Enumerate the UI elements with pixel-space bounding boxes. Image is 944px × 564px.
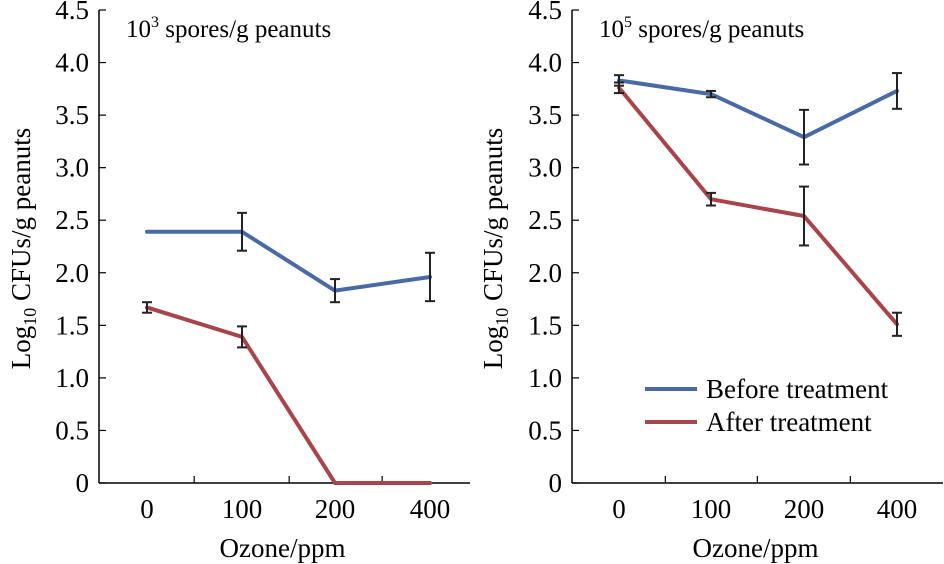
y-tick-label: 0 <box>76 468 90 498</box>
panel-title: 105 spores/g peanuts <box>599 14 804 43</box>
series-line-2 <box>145 305 432 485</box>
y-tick-label: 4.5 <box>55 0 89 25</box>
y-axis-title: Log10 CFUs/g peanuts <box>6 128 40 370</box>
y-tick-label: 0 <box>549 468 563 498</box>
x-tick-label: 0 <box>140 494 154 524</box>
y-tick-label: 3.5 <box>55 100 89 130</box>
series-line-1 <box>617 78 899 140</box>
y-tick-label: 4.0 <box>55 48 89 78</box>
y-tick-label: 4.0 <box>528 48 562 78</box>
x-tick-label: 0 <box>612 494 626 524</box>
y-tick-label: 2.5 <box>55 205 89 235</box>
x-tick-label: 100 <box>222 494 263 524</box>
y-tick-label: 1.5 <box>528 310 562 340</box>
x-tick-label: 100 <box>691 494 732 524</box>
y-tick-label: 2.5 <box>528 205 562 235</box>
chart-panel-2: 0 0.5 1.0 1.5 2.0 2.5 3.0 3.5 4.0 4.5 0 100 200 400 Oz… <box>478 0 943 563</box>
y-tick-label: 1.0 <box>528 363 562 393</box>
series-line-2 <box>617 85 899 327</box>
legend-label-2: After treatment <box>706 407 872 437</box>
x-tick-label: 400 <box>877 494 918 524</box>
y-tick-label: 3.0 <box>528 153 562 183</box>
y-tick-label: 1.0 <box>55 363 89 393</box>
legend-label-1: Before treatment <box>706 374 889 404</box>
y-tick-label: 0.5 <box>55 415 89 445</box>
series-line-1 <box>145 229 432 293</box>
y-tick-label: 3.5 <box>528 100 562 130</box>
y-tick-label: 1.5 <box>55 310 89 340</box>
y-tick-label: 4.5 <box>528 0 562 25</box>
x-tick-label: 200 <box>784 494 825 524</box>
panel-title: 103 spores/g peanuts <box>126 14 331 43</box>
x-tick-label: 400 <box>410 494 451 524</box>
x-axis-title: Ozone/ppm <box>693 533 819 563</box>
y-axis-title: Log10 CFUs/g peanuts <box>478 128 512 370</box>
y-tick-label: 2.0 <box>55 258 89 288</box>
x-tick-label: 200 <box>315 494 356 524</box>
y-tick-label: 3.0 <box>55 153 89 183</box>
x-axis-title: Ozone/ppm <box>220 533 346 563</box>
chart-panel-1: 0 0.5 1.0 1.5 2.0 2.5 3.0 3.5 4.0 4.5 0 100 200 400 Oz… <box>6 0 470 563</box>
y-tick-label: 2.0 <box>528 258 562 288</box>
y-tick-label: 0.5 <box>528 415 562 445</box>
